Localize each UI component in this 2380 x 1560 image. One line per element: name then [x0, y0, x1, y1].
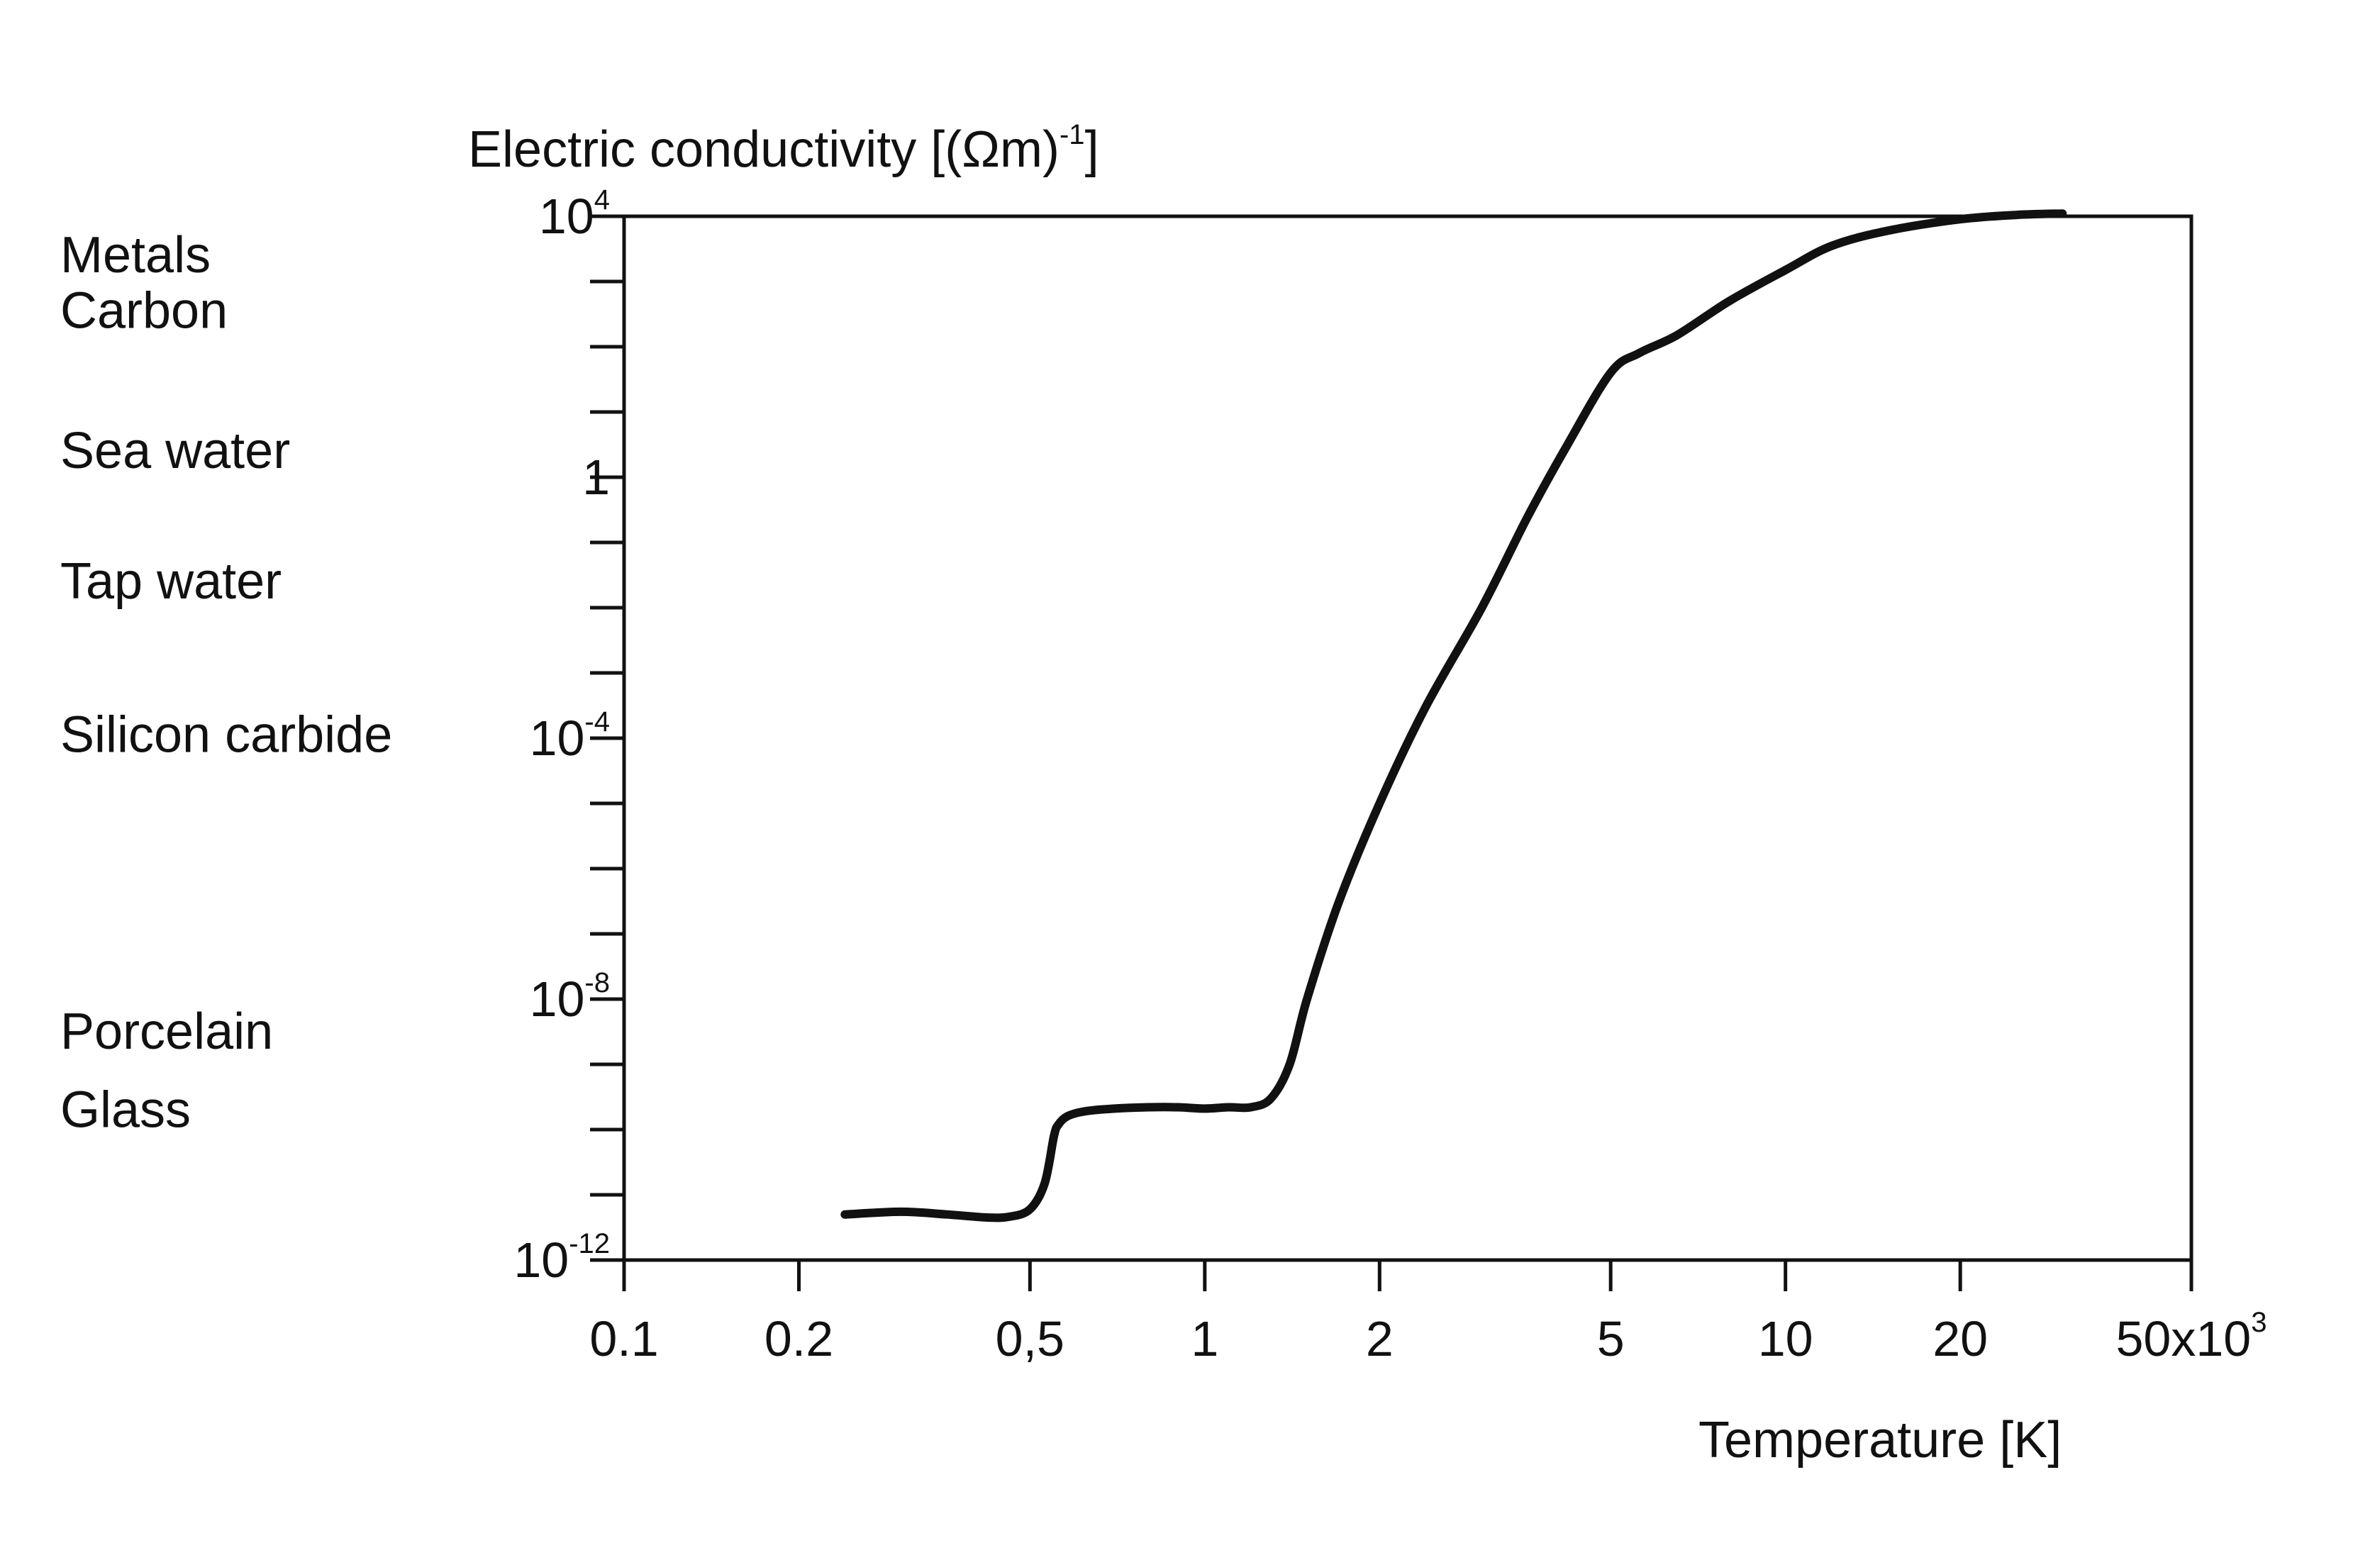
x-tick-label: 1 [1191, 1311, 1218, 1366]
x-tick-label: 2 [1366, 1311, 1394, 1366]
material-label: Silicon carbide [60, 706, 392, 763]
material-label: Carbon [60, 282, 228, 339]
y-axis-title: Electric conductivity [(Ωm)-1] [468, 119, 1099, 178]
material-label: Tap water [60, 553, 282, 610]
y-tick-label: 10-8 [530, 967, 610, 1027]
conductivity-curve [840, 209, 2067, 1222]
x-tick-label: 0.1 [589, 1311, 658, 1366]
x-axis-title: Temperature [K] [1698, 1412, 2062, 1469]
x-axis-ticks: 0.1 0.2 0,5 1 2 5 10 20 50x103 [589, 1260, 2267, 1366]
y-tick-label: 104 [539, 184, 610, 244]
y-tick-label: 10-4 [530, 706, 610, 766]
x-tick-label: 5 [1597, 1311, 1625, 1366]
x-tick-label: 20 [1933, 1311, 1988, 1366]
material-label: Sea water [60, 423, 290, 479]
material-label: Metals [60, 227, 211, 284]
material-label: Porcelain [60, 1003, 273, 1060]
y-tick-label: 10-12 [513, 1228, 610, 1288]
y-axis-ticks: 104 1 10-4 10-8 10-12 [513, 184, 624, 1288]
y-tick-label: 1 [582, 450, 610, 505]
x-tick-label: 0,5 [996, 1311, 1064, 1366]
material-label: Glass [60, 1081, 191, 1138]
x-tick-label: 10 [1758, 1311, 1813, 1366]
x-tick-label: 50x103 [2116, 1307, 2267, 1366]
x-tick-label: 0.2 [764, 1311, 833, 1366]
